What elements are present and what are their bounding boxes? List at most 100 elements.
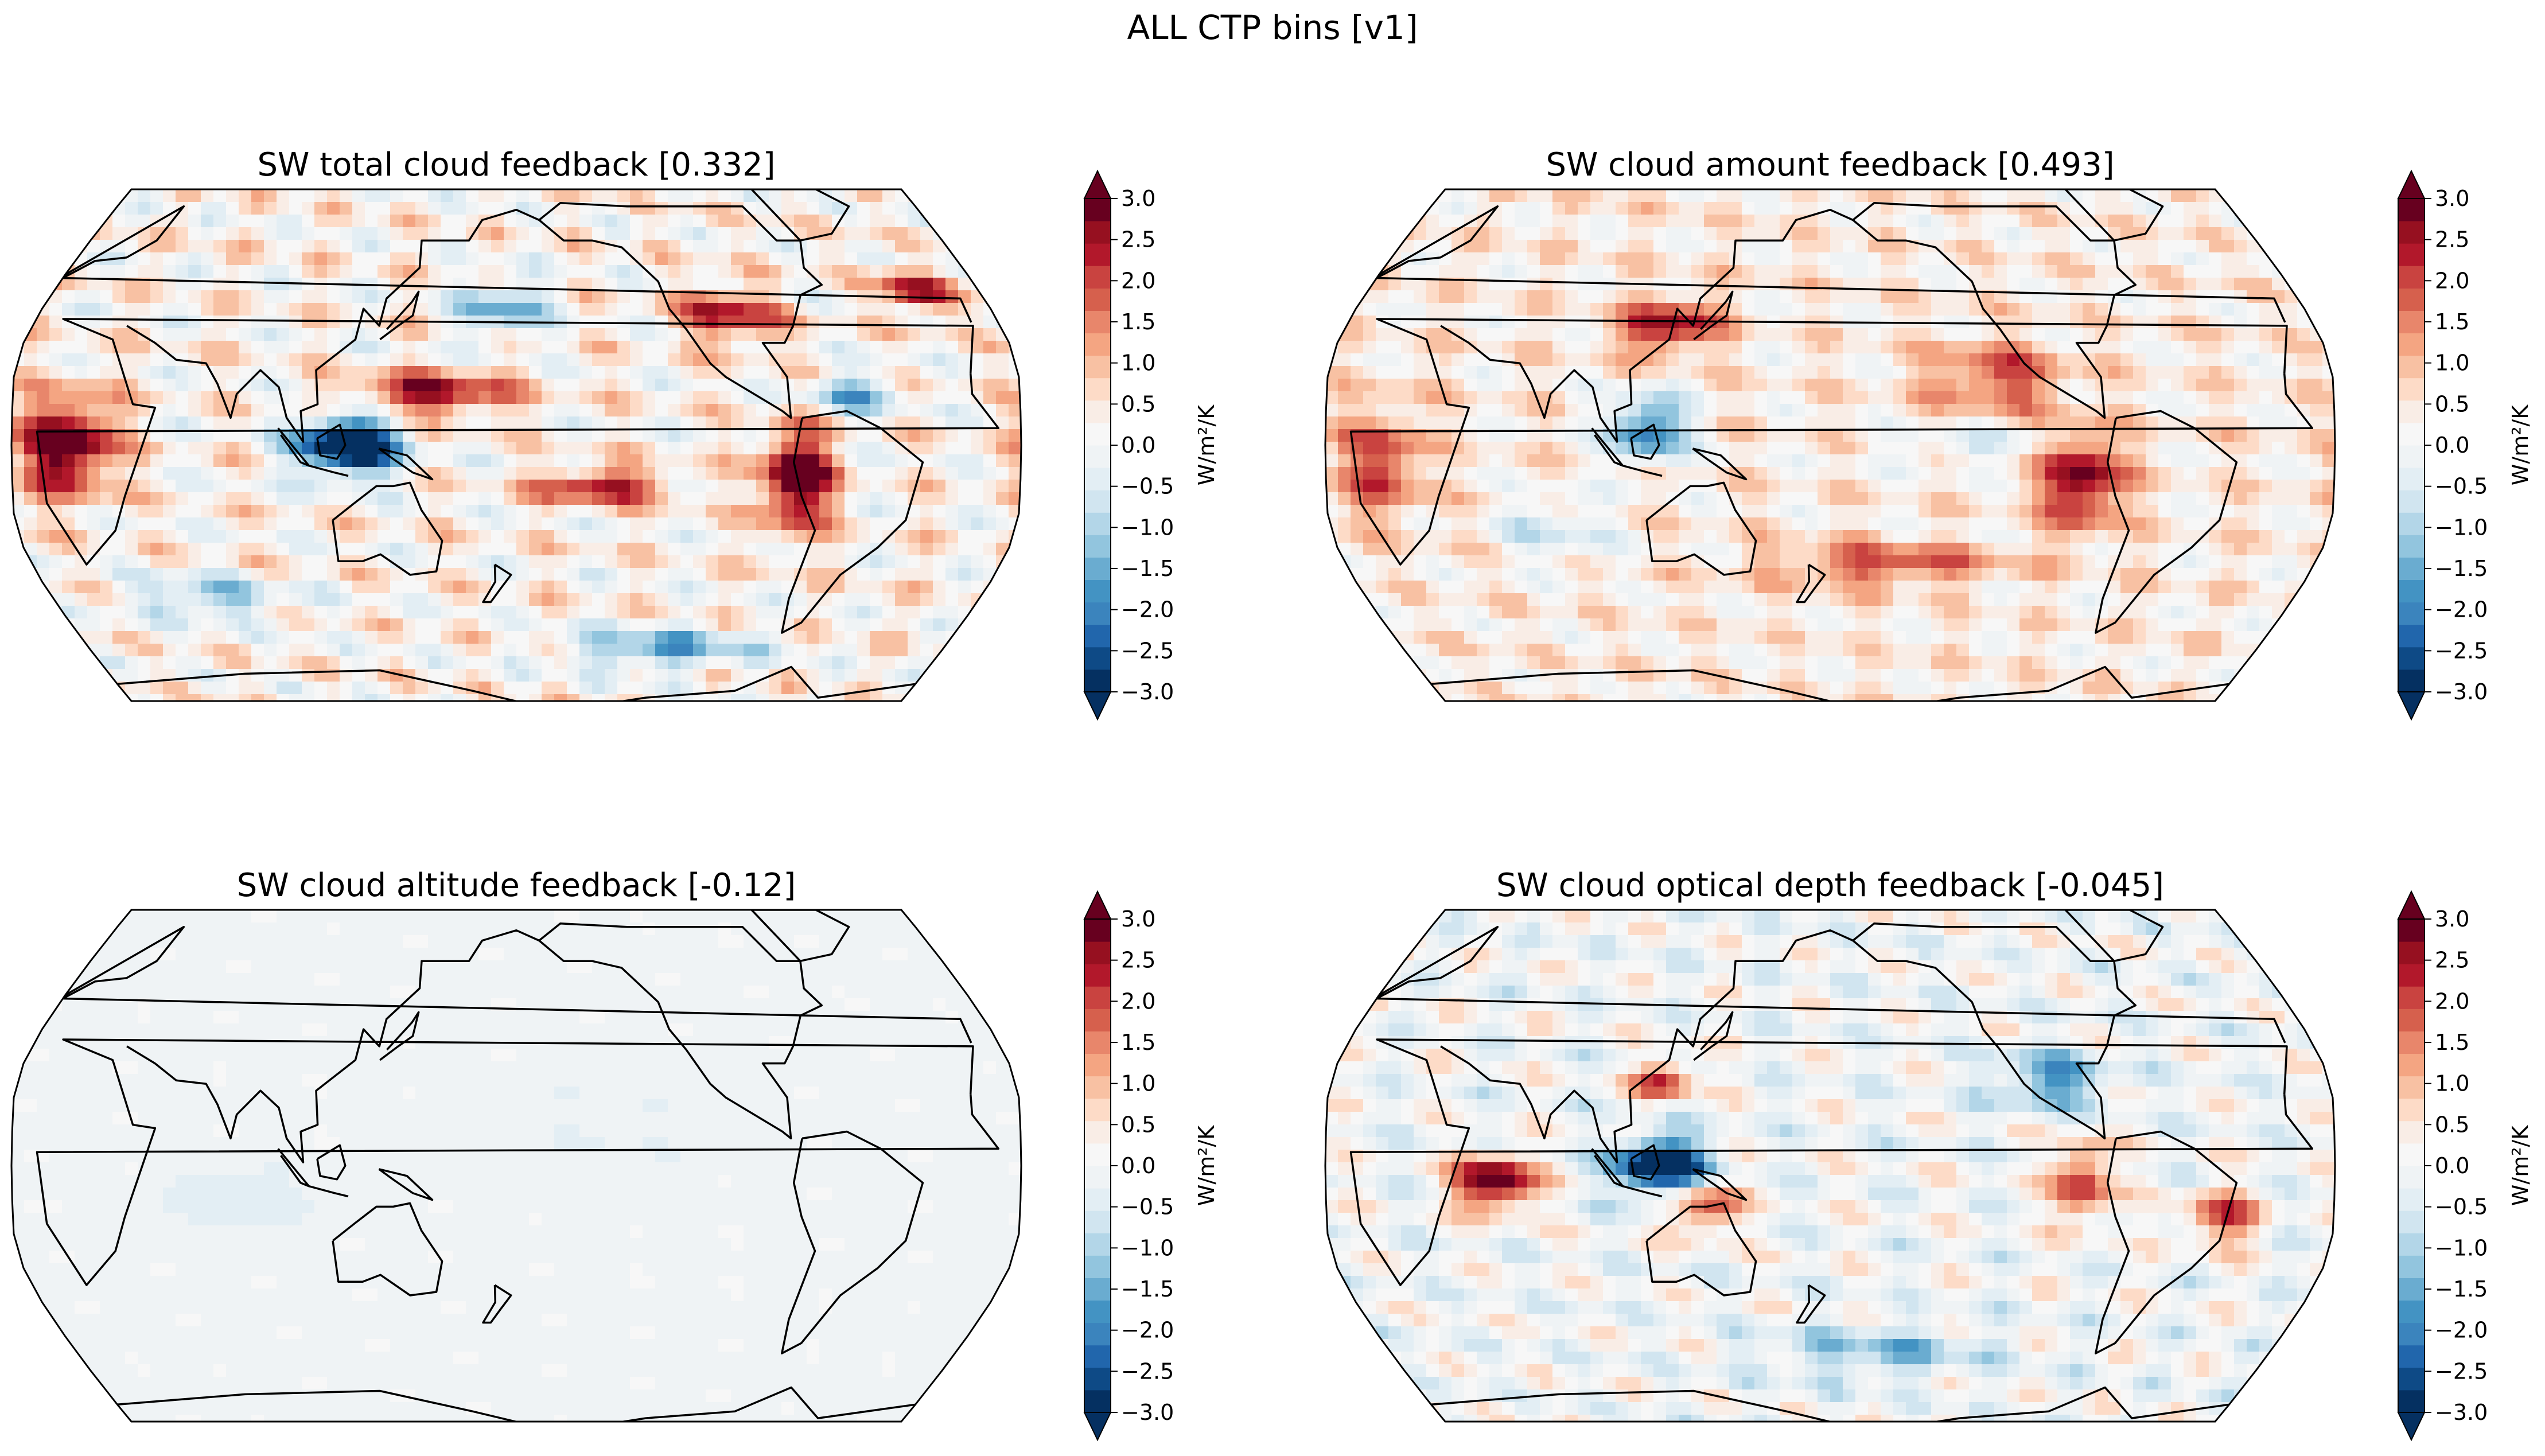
field-cell	[542, 618, 555, 632]
field-cell	[1994, 353, 2007, 367]
field-cell	[453, 353, 466, 367]
field-cell	[327, 379, 340, 392]
field-cell	[605, 618, 618, 632]
colorbar-tick-label: 2.0	[1121, 268, 1155, 293]
field-cell	[1540, 189, 1553, 203]
field-cell	[226, 568, 239, 581]
field-cell	[491, 656, 504, 669]
field-cell	[24, 341, 37, 354]
field-cell	[478, 353, 492, 367]
field-cell	[415, 568, 429, 581]
field-cell	[1351, 316, 1364, 329]
field-cell	[2272, 391, 2285, 404]
field-cell	[1956, 252, 1970, 266]
field-cell	[403, 467, 416, 480]
field-cell	[62, 543, 75, 556]
field-cell	[1666, 429, 1679, 442]
field-cell	[176, 492, 189, 505]
field-cell	[277, 366, 290, 379]
field-cell	[1931, 391, 1944, 404]
field-cell	[983, 543, 997, 556]
field-cell	[1439, 215, 1452, 228]
field-cell	[668, 391, 681, 404]
field-cell	[2083, 240, 2096, 253]
field-cell	[150, 480, 164, 493]
field-cell	[163, 366, 176, 379]
field-cell	[2209, 252, 2222, 266]
field-cell	[2196, 265, 2209, 278]
field-cell	[239, 505, 252, 518]
field-cell	[706, 618, 719, 632]
field-cell	[1388, 328, 1402, 341]
field-cell	[592, 656, 605, 669]
field-cell	[478, 606, 492, 619]
field-cell	[2095, 240, 2108, 253]
field-cell	[1994, 278, 2007, 291]
field-cell	[579, 366, 593, 379]
field-cell	[466, 341, 479, 354]
field-cell	[1653, 265, 1667, 278]
field-cell	[794, 505, 807, 518]
field-cell	[744, 581, 757, 594]
field-cell	[1868, 189, 1881, 203]
field-cell	[1628, 303, 1641, 316]
field-cell	[542, 543, 555, 556]
field-cell	[415, 429, 429, 442]
field-cell	[882, 215, 896, 228]
field-cell	[2184, 265, 2197, 278]
field-cell	[1552, 252, 1566, 266]
field-cell	[1527, 480, 1540, 493]
field-cell	[428, 416, 441, 430]
field-cell	[2184, 442, 2197, 455]
field-cell	[390, 555, 403, 569]
field-cell	[1906, 290, 1919, 303]
field-cell	[478, 227, 492, 240]
field-cell	[1451, 303, 1465, 316]
field-cell	[2171, 391, 2184, 404]
field-cell	[996, 467, 1009, 480]
field-cell	[958, 240, 971, 253]
field-cell	[933, 290, 946, 303]
field-cell	[617, 606, 631, 619]
field-cell	[920, 480, 933, 493]
field-cell	[1552, 391, 1566, 404]
field-cell	[201, 694, 214, 701]
field-cell	[2247, 290, 2260, 303]
field-cell	[1919, 290, 1932, 303]
field-cell	[731, 530, 744, 543]
field-cell	[945, 454, 959, 468]
field-cell	[933, 581, 946, 594]
field-cell	[352, 669, 365, 682]
field-cell	[1426, 316, 1439, 329]
field-cell	[100, 568, 113, 581]
field-cell	[807, 316, 820, 329]
field-cell	[655, 492, 668, 505]
field-cell	[1919, 316, 1932, 329]
field-cell	[617, 303, 631, 316]
field-cell	[1641, 227, 1654, 240]
field-cell	[1376, 442, 1389, 455]
field-cell	[1401, 379, 1414, 392]
field-cell	[37, 480, 50, 493]
field-cell	[2285, 404, 2298, 417]
field-cell	[983, 492, 997, 505]
field-cell	[668, 227, 681, 240]
field-cell	[62, 353, 75, 367]
field-cell	[478, 416, 492, 430]
field-cell	[1919, 265, 1932, 278]
field-cell	[226, 341, 239, 354]
field-cell	[680, 492, 694, 505]
field-cell	[1502, 391, 1515, 404]
field-cell	[857, 467, 870, 480]
field-cell	[504, 303, 517, 316]
field-cell	[2234, 189, 2247, 203]
field-cell	[807, 631, 820, 644]
field-cell	[1666, 379, 1679, 392]
field-cell	[1464, 252, 1477, 266]
field-cell	[2120, 316, 2134, 329]
field-cell	[302, 316, 315, 329]
field-cell	[1754, 379, 1768, 392]
field-cell	[1969, 467, 1982, 480]
field-cell	[1590, 353, 1604, 367]
field-cell	[466, 568, 479, 581]
